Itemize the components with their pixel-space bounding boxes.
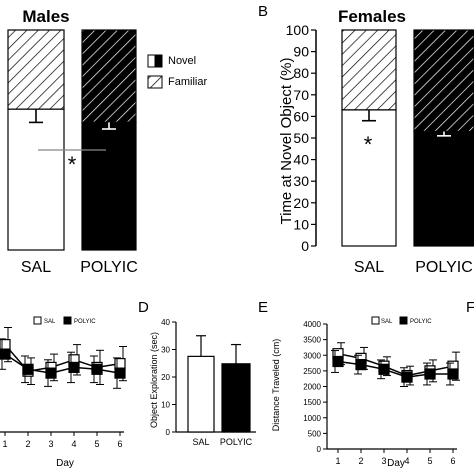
panel-b-y-tick-label: 10	[293, 216, 309, 232]
panel-a-significance: *	[68, 152, 77, 177]
panel-d-bar-polyic	[221, 363, 251, 433]
panel-b-x-tick-label: SAL	[354, 259, 384, 276]
panel-d-y-tick-label: 20	[161, 373, 170, 382]
panel-d-y-tick-label: 0	[166, 428, 171, 437]
panel-c-x-tick-label: 1	[2, 439, 7, 449]
panel-d-x-tick-label: SAL	[192, 437, 209, 447]
panel-b-y-tick-label: 30	[293, 173, 309, 189]
panel-e-x-tick-label: 2	[358, 456, 363, 466]
panel-b-y-tick-label: 90	[293, 44, 309, 60]
panel-b-letter: B	[258, 3, 268, 20]
legend-familiar-label: Familiar	[168, 76, 207, 88]
panel-c-x-tick-label: 4	[71, 439, 76, 449]
panel-d-x-tick-label: POLYIC	[220, 437, 253, 447]
legend-c-sal-label: SAL	[44, 319, 56, 325]
panel-b-y-tick-label: 40	[293, 152, 309, 168]
panel-c-point-polyic	[91, 363, 103, 375]
legend-c-sal-swatch	[33, 316, 42, 325]
panel-b-familiar-bar-sal	[341, 29, 397, 111]
panel-b-y-tick-label: 0	[301, 238, 309, 254]
panel-b-y-tick-label: 50	[293, 130, 309, 146]
panel-e-letter: E	[258, 299, 268, 316]
panel-a-x-tick-label: POLYIC	[80, 259, 138, 276]
panel-d-y-tick-label: 40	[161, 318, 170, 327]
panel-e-point-polyic	[332, 355, 344, 368]
panel-b-significance: *	[364, 132, 373, 157]
panel-b-y-tick-label: 100	[286, 22, 310, 38]
panel-c-x-tick-label: 3	[48, 439, 53, 449]
panel-c-point-polyic	[22, 363, 34, 375]
panel-b-familiar-bar-polyic	[413, 29, 474, 133]
panel-c-point-polyic	[45, 367, 57, 379]
legend-familiar-swatch	[147, 75, 163, 89]
panel-e-point-polyic	[378, 363, 390, 375]
panel-c-point-polyic	[114, 367, 126, 379]
panel-b-y-tick-label: 70	[293, 87, 309, 103]
panel-e-point-polyic	[355, 359, 367, 371]
panel-d-y-tick-label: 30	[161, 346, 170, 355]
panel-e-x-tick-label: 6	[450, 456, 455, 466]
panel-e-x-axis-label: Day	[387, 458, 405, 469]
legend-e-polyic-swatch	[399, 316, 408, 325]
panel-e-y-tick-label: 4000	[303, 320, 321, 329]
panel-c-x-tick-label: 6	[117, 439, 122, 449]
panel-a-novel-bar-polyic	[81, 121, 137, 251]
panel-e-y-tick-label: 2000	[303, 383, 321, 392]
panel-b-y-tick-label: 60	[293, 108, 309, 124]
panel-e-y-tick-label: 1000	[303, 414, 321, 423]
panel-c-x-axis-label: Day	[56, 458, 74, 469]
panel-e-point-polyic	[401, 371, 413, 383]
panel-a-familiar-bar-polyic	[81, 29, 137, 124]
panel-e-x-tick-label: 1	[335, 456, 340, 466]
panel-c-point-polyic	[0, 348, 11, 360]
panel-f-letter: F	[466, 299, 474, 316]
panel-e-y-tick-label: 500	[308, 429, 322, 438]
panel-e-y-tick-label: 3000	[303, 351, 321, 360]
panel-b-novel-bar-sal	[341, 109, 397, 247]
panel-d-bar-sal	[187, 355, 215, 433]
panel-a-familiar-bar-sal	[7, 29, 65, 110]
legend-e-sal-label: SAL	[381, 319, 393, 325]
panel-d-y-axis-label: Object Exploration (sec)	[149, 332, 159, 428]
legend-c-polyic-label: POLYIC	[74, 319, 96, 325]
panel-a-title: Males	[22, 7, 69, 26]
panel-e-y-tick-label: 0	[317, 445, 322, 454]
panel-b-y-tick-label: 80	[293, 65, 309, 81]
panel-c-line-sal	[4, 344, 121, 373]
legend-e-sal-swatch	[371, 316, 380, 325]
legend-novel-swatch-polyic	[154, 54, 163, 68]
legend-novel-swatch-sal	[147, 54, 156, 68]
panel-e-x-tick-label: 5	[427, 456, 432, 466]
panel-a-x-tick-label: SAL	[21, 259, 51, 276]
legend-c-polyic-swatch	[63, 316, 72, 325]
panel-b-novel-bar-polyic	[413, 130, 474, 247]
panel-e-y-axis-label: Distance Traveled (cm)	[271, 339, 281, 432]
panel-e-point-polyic	[447, 368, 459, 380]
panel-d-letter: D	[138, 299, 149, 316]
panel-c-point-polyic	[68, 361, 80, 373]
panel-c-x-tick-label: 5	[94, 439, 99, 449]
panel-e-point-polyic	[424, 368, 436, 380]
panel-e-y-tick-label: 3500	[303, 336, 321, 345]
panel-e-x-tick-label: 4	[404, 456, 409, 466]
legend-e-polyic-label: POLYIC	[410, 319, 432, 325]
panel-b-y-axis-label: Time at Novel Object (%)	[278, 58, 295, 225]
panel-b-x-tick-label: POLYIC	[415, 259, 473, 276]
panel-c-x-tick-label: 2	[25, 439, 30, 449]
panel-e-line-sal	[337, 352, 454, 377]
panel-d-y-tick-label: 10	[161, 401, 170, 410]
panel-e-y-tick-label: 1500	[303, 398, 321, 407]
panel-e-y-tick-label: 2500	[303, 367, 321, 376]
panel-a-novel-bar-sal	[7, 108, 65, 251]
legend-novel-label: Novel	[168, 55, 196, 67]
panel-b-y-tick-label: 20	[293, 195, 309, 211]
panel-b-title: Females	[338, 7, 406, 26]
panel-e-x-tick-label: 3	[381, 456, 386, 466]
